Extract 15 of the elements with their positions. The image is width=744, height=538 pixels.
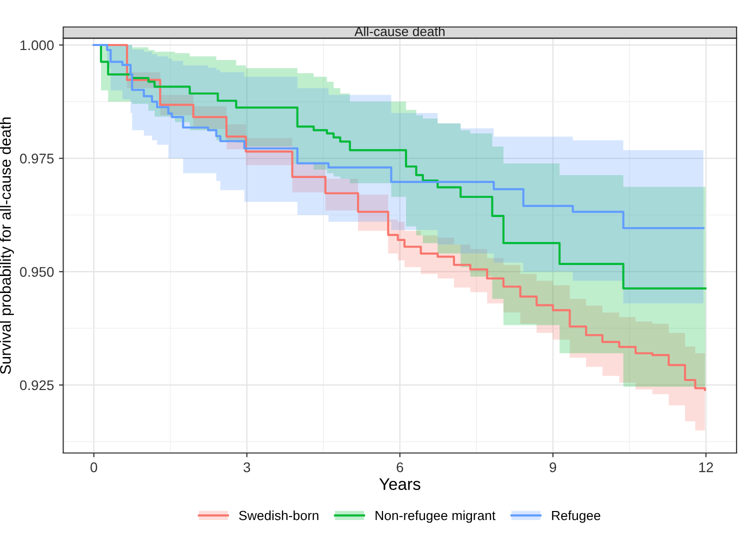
y-axis-title: Survival probability for all-cause death [0, 118, 14, 374]
legend-label: Swedish-born [239, 510, 318, 520]
y-tick-label: 0.950 [20, 267, 54, 277]
chart-title: All-cause death [354, 26, 445, 36]
x-tick-label: 12 [699, 462, 713, 472]
x-axis-title: Years [379, 478, 420, 490]
legend-label: Non-refugee migrant [376, 510, 496, 523]
x-tick-label: 6 [396, 462, 404, 472]
y-tick-label: 1.000 [20, 40, 54, 50]
x-tick-label: 9 [550, 462, 556, 472]
y-tick-label: 0.925 [20, 380, 54, 390]
x-tick-label: 3 [244, 462, 250, 472]
x-tick-label: 0 [90, 462, 98, 472]
y-tick-label: 0.975 [20, 154, 54, 164]
legend-label: Refugee [552, 510, 600, 523]
